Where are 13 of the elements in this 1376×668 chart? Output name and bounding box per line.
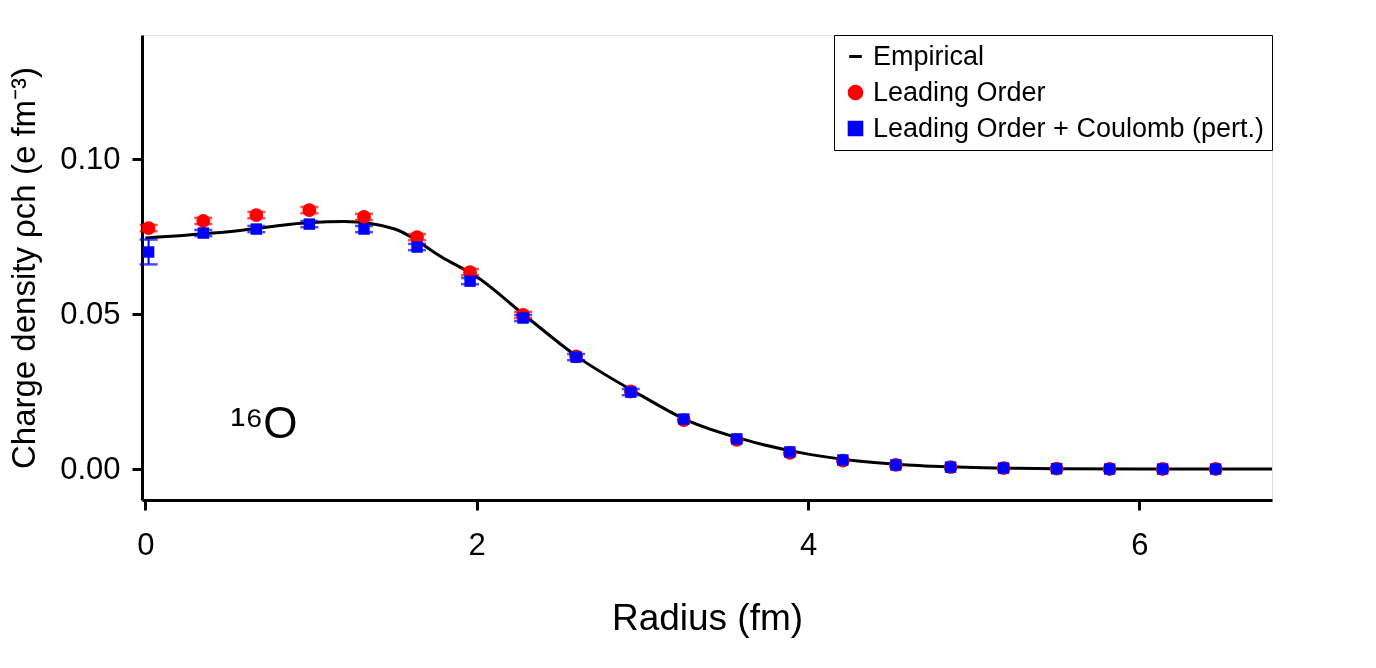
x-axis-title: Radius (fm) (611, 596, 804, 638)
annotation: ¹⁶O (230, 398, 298, 447)
x-tick-label: 2 (468, 526, 486, 562)
legend-label: Leading Order (873, 76, 1046, 107)
y-tick-label: 0.05 (60, 295, 121, 331)
x-tick-label: 6 (1131, 526, 1149, 562)
y-tick-label: 0.10 (60, 140, 121, 176)
legend-label: Empirical (873, 40, 985, 71)
y-tick-label: 0.00 (60, 450, 121, 486)
legend-label: Leading Order + Coulomb (pert.) (873, 112, 1264, 143)
x-tick-label: 4 (799, 526, 818, 562)
x-tick-label: 0 (137, 526, 155, 562)
y-axis-title: Charge density ρch (e fm⁻³) (5, 66, 43, 470)
